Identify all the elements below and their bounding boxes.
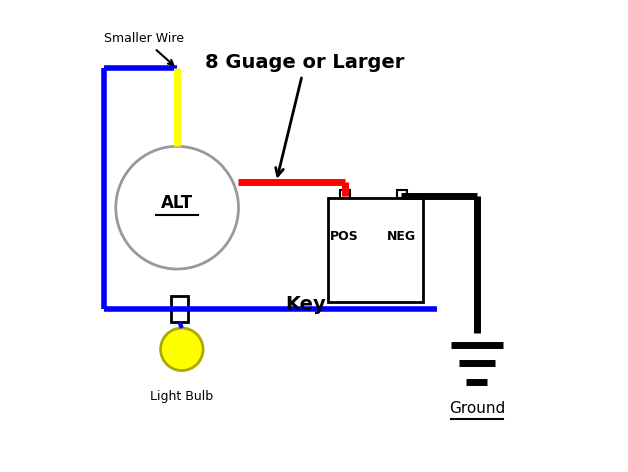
Text: Key: Key — [286, 295, 327, 314]
Bar — [171, 296, 188, 322]
Text: 8 Guage or Larger: 8 Guage or Larger — [205, 53, 405, 176]
Text: Light Bulb: Light Bulb — [150, 390, 214, 403]
Text: POS: POS — [330, 229, 359, 243]
Text: Smaller Wire: Smaller Wire — [104, 33, 184, 65]
Circle shape — [161, 328, 203, 371]
Bar — [397, 190, 407, 198]
Text: Ground: Ground — [449, 401, 505, 416]
Text: NEG: NEG — [387, 229, 416, 243]
Bar — [328, 198, 423, 302]
Bar — [340, 190, 350, 198]
Text: ALT: ALT — [161, 194, 193, 212]
